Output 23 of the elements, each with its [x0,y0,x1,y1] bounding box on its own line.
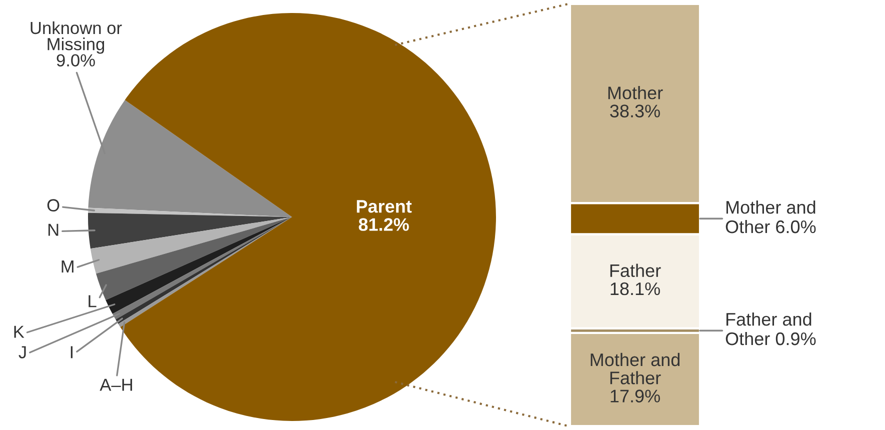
data-label: 18.1% [610,282,660,296]
data-label: 81.2% [358,218,409,231]
series-label: Mother [608,86,663,100]
slice-label: K [14,326,24,338]
slice-label: Parent [356,200,412,213]
pie-slice [90,217,292,274]
text: Mother and Other 6.0% [726,200,816,234]
series-label: Mother and Father [590,352,680,384]
slice-label: N [48,224,58,236]
data-label: 9.0% [56,54,95,66]
slice-label: I [70,346,72,358]
slice-label: Unknown or Missing [30,21,122,54]
text: Father and Other 0.9% [726,312,816,346]
slice-label: O [47,199,60,212]
slice-label: J [18,346,26,358]
pie-slice [96,217,292,300]
data-label: 38.3% [610,104,660,118]
slice-label: M [62,260,74,272]
slice-label: A–H [100,378,132,391]
slice-label: L [88,295,96,308]
series-label: Father [610,264,661,278]
data-label: 17.9% [610,390,660,402]
pie-slice [88,212,292,249]
